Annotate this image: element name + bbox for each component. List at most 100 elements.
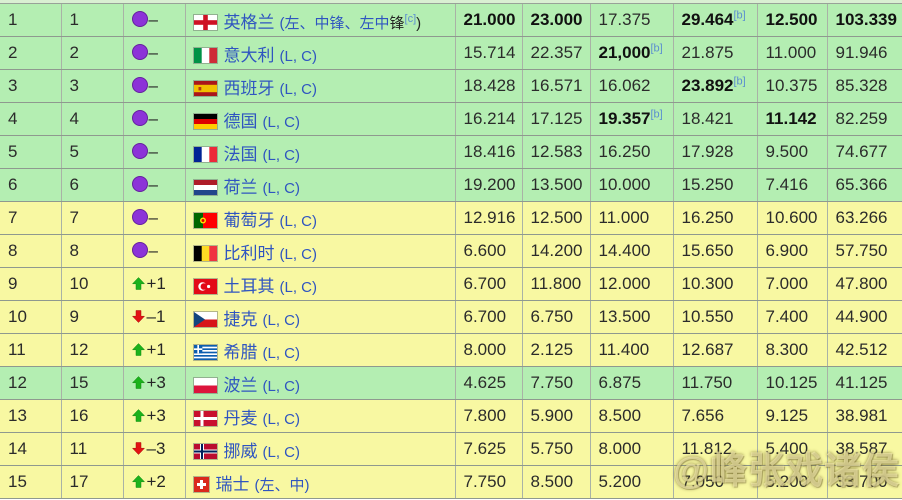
ref-link[interactable]: [c] [404, 12, 417, 25]
table-row: 1 1– 英格兰 (左、中锋、左中锋[c]) 21.000 23.000 17.375 29.… [0, 4, 902, 37]
score-cell: 14.400 [590, 234, 674, 268]
team-link[interactable]: 德国 [223, 111, 258, 131]
score-cell: 5.200 [757, 465, 828, 499]
team-link[interactable]: 希腊 [223, 342, 258, 362]
score-cell: 12.916 [455, 201, 523, 235]
score-cell: 12.583 [522, 135, 591, 169]
score-cell: 10.125 [757, 366, 828, 400]
movement-cell: – [123, 69, 186, 103]
portugal-flag-icon [193, 212, 217, 228]
team-link[interactable]: 西班牙 [223, 78, 275, 98]
score-cell: 11.400 [590, 333, 674, 367]
movement-cell: +1 [123, 333, 186, 367]
steady-circle-icon [131, 11, 148, 27]
team-link[interactable]: 丹麦 [223, 408, 258, 428]
score-cell: 5.200 [590, 465, 674, 499]
team-note: (L, C) [262, 179, 301, 197]
score-cell: 17.375 [590, 4, 674, 37]
movement-label: – [148, 109, 158, 128]
team-link[interactable]: 葡萄牙 [223, 210, 275, 230]
score-cell: 7.656 [673, 399, 758, 433]
score-cell: 14.200 [522, 234, 591, 268]
score-cell: 7.625 [455, 432, 523, 466]
table-row: 11 12 +1 希腊 (L, C) 8.000 2.125 11.400 12.687 8.30… [0, 333, 902, 367]
team-link[interactable]: 瑞士 [215, 474, 250, 494]
movement-label: –1 [146, 307, 166, 326]
poland-flag-icon [193, 377, 217, 393]
movement-cell: – [123, 234, 186, 268]
ref-link[interactable]: [b] [733, 75, 746, 88]
previous-rank-cell: 11 [61, 432, 124, 466]
team-link[interactable]: 捷克 [223, 309, 258, 329]
team-cell: 法国 (L, C) [185, 135, 456, 169]
team-note: (L, C) [279, 47, 318, 65]
score-cell: 18.421 [673, 102, 758, 136]
score-cell: 16.250 [673, 201, 758, 235]
score-cell: 11.750 [673, 366, 758, 400]
team-link[interactable]: 法国 [223, 144, 258, 164]
score-cell: 16.571 [522, 69, 591, 103]
movement-label: +3 [146, 373, 166, 392]
table-row: 14 11 –3 挪威 (L, C) 7.625 5.750 8.000 11.812 5.400… [0, 432, 902, 466]
total-cell: 42.512 [827, 333, 902, 367]
previous-rank-cell: 15 [61, 366, 124, 400]
score-cell: 22.357 [522, 36, 591, 70]
team-note: (左、中) [254, 476, 310, 494]
team-cell: 英格兰 (左、中锋、左中锋[c]) [185, 4, 456, 37]
score-cell: 5.900 [522, 399, 591, 433]
movement-label: – [148, 241, 158, 260]
score-cell: 15.250 [673, 168, 758, 202]
team-note: (L, C) [279, 212, 318, 230]
previous-rank-cell: 8 [61, 234, 124, 268]
ref-link[interactable]: [b] [650, 42, 663, 55]
score-cell: 8.500 [590, 399, 674, 433]
score-cell: 11.000 [590, 201, 674, 235]
score-cell: 12.000 [590, 267, 674, 301]
score-cell: 11.812 [673, 432, 758, 466]
score-cell: 11.000 [757, 36, 828, 70]
movement-cell: – [123, 168, 186, 202]
team-link[interactable]: 意大利 [223, 45, 275, 65]
team-cell: 比利时 (L, C) [185, 234, 456, 268]
score-cell: 18.416 [455, 135, 523, 169]
team-cell: 荷兰 (L, C) [185, 168, 456, 202]
table-row: 9 10 +1 土耳其 (L, C) 6.700 11.800 12.000 10.300 7.0… [0, 267, 902, 301]
team-link[interactable]: 荷兰 [223, 177, 258, 197]
down-arrow-icon [131, 310, 145, 323]
score-cell: 19.200 [455, 168, 523, 202]
rank-cell: 15 [0, 465, 62, 499]
movement-cell: +3 [123, 366, 186, 400]
ref-link[interactable]: [b] [650, 108, 663, 121]
team-cell: 丹麦 (L, C) [185, 399, 456, 433]
ref-link[interactable]: [b] [733, 9, 746, 22]
team-link[interactable]: 比利时 [223, 243, 275, 263]
team-cell: 西班牙 (L, C) [185, 69, 456, 103]
total-cell: 41.125 [827, 366, 902, 400]
movement-label: – [148, 43, 158, 62]
previous-rank-cell: 16 [61, 399, 124, 433]
score-cell: 8.000 [590, 432, 674, 466]
movement-label: +2 [146, 472, 166, 491]
spain-flag-icon [193, 80, 217, 96]
team-link[interactable]: 波兰 [223, 375, 258, 395]
team-link[interactable]: 英格兰 [223, 12, 275, 32]
czech-flag-icon [193, 311, 217, 327]
score-cell: 6.875 [590, 366, 674, 400]
score-cell: 21,000[b] [590, 36, 674, 70]
movement-cell: –3 [123, 432, 186, 466]
previous-rank-cell: 4 [61, 102, 124, 136]
movement-cell: – [123, 102, 186, 136]
total-cell: 103.339 [827, 4, 902, 37]
steady-circle-icon [131, 209, 148, 225]
score-cell: 17.125 [522, 102, 591, 136]
movement-label: – [148, 208, 158, 227]
score-cell: 7.750 [455, 465, 523, 499]
team-link[interactable]: 土耳其 [223, 276, 275, 296]
steady-circle-icon [131, 77, 148, 93]
team-note: (L, C) [262, 410, 301, 428]
score-cell: 21.875 [673, 36, 758, 70]
team-cell: 捷克 (L, C) [185, 300, 456, 334]
team-note: (L, C) [262, 443, 301, 461]
team-link[interactable]: 挪威 [223, 441, 258, 461]
